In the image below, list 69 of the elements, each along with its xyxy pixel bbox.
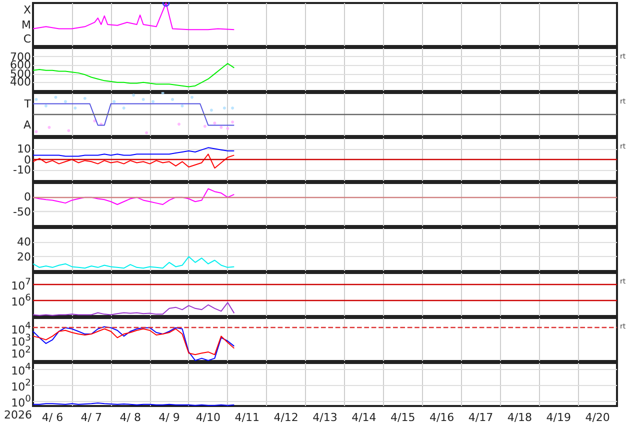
line-series bbox=[32, 302, 235, 316]
point bbox=[64, 100, 67, 104]
point bbox=[178, 122, 180, 126]
point bbox=[231, 106, 234, 110]
line-series bbox=[32, 188, 235, 205]
point bbox=[213, 122, 216, 125]
point bbox=[220, 126, 223, 129]
point bbox=[48, 126, 51, 129]
point bbox=[34, 98, 38, 101]
line-series bbox=[32, 326, 235, 361]
text: A bbox=[23, 118, 31, 132]
line-series bbox=[32, 62, 235, 88]
x-tick-label: 4/ 9 bbox=[158, 411, 180, 424]
point bbox=[54, 96, 58, 99]
x-axis-title: 2026 bbox=[4, 408, 32, 422]
point bbox=[44, 104, 48, 108]
line-series bbox=[32, 154, 235, 169]
y-tick-label: 10$^{6}$ bbox=[11, 292, 31, 308]
point bbox=[226, 126, 230, 130]
x-tick-label: 4/12 bbox=[274, 411, 298, 424]
point bbox=[222, 106, 226, 110]
y-tick-label: -50 bbox=[13, 205, 31, 218]
point bbox=[112, 100, 116, 104]
point bbox=[180, 104, 184, 108]
x-tick-label: 4/10 bbox=[196, 411, 221, 424]
line-series bbox=[32, 256, 235, 269]
x-tick-label: 4/20 bbox=[585, 411, 610, 424]
x-tick-label: 4/16 bbox=[429, 411, 454, 424]
y-tick-label: 0 bbox=[24, 153, 31, 166]
point bbox=[142, 98, 145, 101]
point bbox=[93, 119, 96, 122]
y-tick-label: 10$^{0}$ bbox=[11, 394, 31, 410]
point bbox=[67, 129, 70, 132]
line-series bbox=[32, 328, 235, 356]
point bbox=[203, 124, 206, 128]
y-tick-label: 10$^{2}$ bbox=[11, 344, 31, 360]
x-tick-label: 4/17 bbox=[468, 411, 494, 424]
y-tick-label: 40 bbox=[17, 236, 31, 249]
y-tick-label: 10$^{2}$ bbox=[11, 378, 31, 394]
line-series bbox=[32, 147, 235, 157]
x-tick-label: 4/13 bbox=[312, 411, 338, 424]
point bbox=[190, 96, 194, 99]
text: C bbox=[23, 32, 31, 46]
point bbox=[83, 96, 86, 100]
x-tick-label: 4/18 bbox=[507, 411, 532, 424]
y-tick-label: 0 bbox=[24, 190, 31, 204]
point bbox=[122, 106, 126, 110]
y-tick-label: 10$^{7}$ bbox=[11, 276, 31, 292]
point bbox=[171, 98, 174, 101]
y-tick-label: 20 bbox=[17, 250, 31, 264]
x-tick-label: 4/11 bbox=[234, 411, 260, 424]
x-tick-label: 4/15 bbox=[390, 411, 416, 424]
point bbox=[231, 120, 234, 124]
y-tick-label: 10$^{4}$ bbox=[11, 362, 31, 378]
y-tick-label: 10 bbox=[17, 142, 31, 156]
text: M bbox=[22, 18, 31, 31]
point bbox=[145, 131, 148, 134]
point bbox=[132, 94, 136, 97]
point bbox=[210, 108, 213, 112]
point bbox=[74, 106, 77, 110]
x-tick-label: 4/14 bbox=[352, 411, 376, 424]
y-tick-label: -10 bbox=[13, 164, 31, 177]
x-tick-label: 4/19 bbox=[546, 411, 571, 424]
x-tick-label: 4/ 8 bbox=[120, 411, 141, 424]
x-tick-label: 4/ 6 bbox=[42, 411, 64, 424]
text: T bbox=[24, 97, 31, 110]
x-tick-label: 4/ 7 bbox=[80, 411, 102, 424]
point bbox=[152, 100, 155, 104]
text: X bbox=[23, 4, 31, 17]
